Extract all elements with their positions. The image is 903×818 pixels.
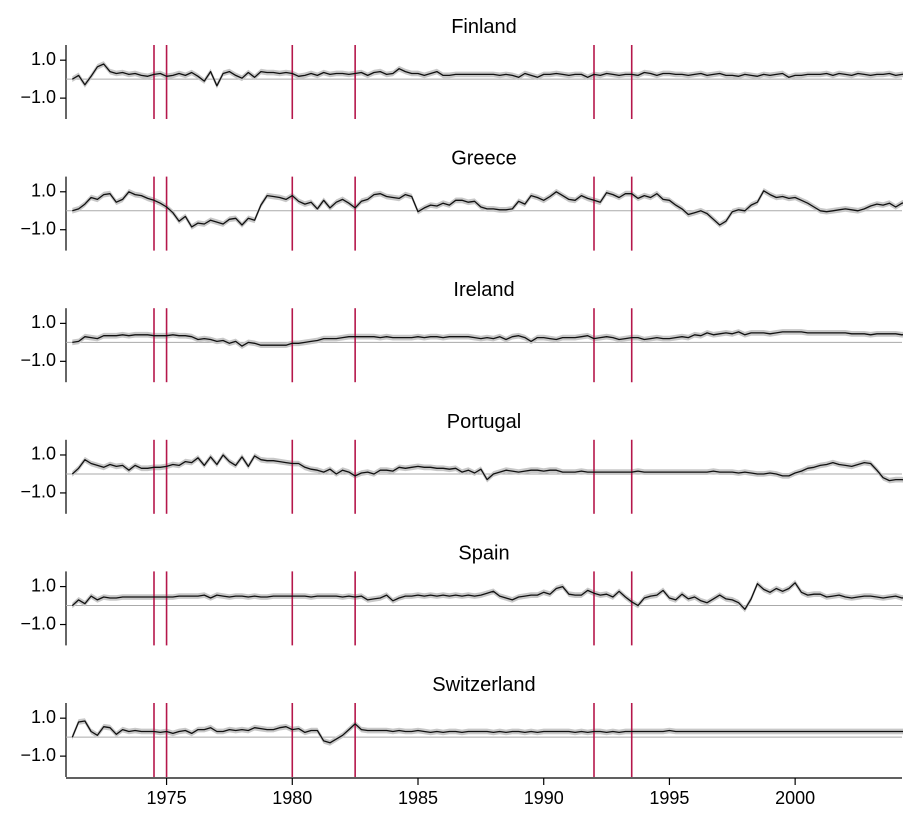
y-tick-label: −1.0: [20, 218, 56, 238]
x-tick-label: 1985: [398, 788, 438, 808]
y-tick-label: 1.0: [31, 181, 56, 201]
x-tick-label: 1990: [524, 788, 564, 808]
panel-switzerland: Switzerland 1.0 −1.0: [20, 674, 903, 777]
panel-title: Switzerland: [432, 674, 535, 696]
series-line: [71, 454, 903, 482]
panel-title: Greece: [451, 148, 517, 170]
y-tick-label: −1.0: [20, 745, 56, 765]
panel-finland: Finland 1.0 −1.0: [20, 16, 903, 119]
confidence-band: [72, 452, 903, 484]
series-line: [72, 331, 903, 347]
y-tick-label: −1.0: [20, 482, 56, 502]
y-tick-label: −1.0: [20, 350, 56, 370]
x-tick-label: 2000: [775, 788, 815, 808]
y-tick-label: 1.0: [31, 575, 56, 595]
panel-title: Finland: [451, 16, 517, 38]
x-tick-label: 1975: [147, 788, 187, 808]
panel-spain: Spain 1.0 −1.0: [20, 542, 903, 646]
panel-title: Spain: [458, 542, 509, 564]
panel-title: Ireland: [453, 279, 514, 301]
series-line: [71, 63, 903, 87]
series-line: [71, 582, 903, 610]
y-tick-label: 1.0: [31, 49, 56, 69]
x-tick-label: 1980: [272, 788, 312, 808]
x-axis-group: 1975 1980 1985 1990 1995 2000: [66, 777, 902, 808]
y-tick-label: 1.0: [31, 444, 56, 464]
confidence-band: [72, 329, 903, 349]
y-tick-label: −1.0: [20, 613, 56, 633]
series-line: [72, 190, 903, 228]
panel-portugal: Portugal 1.0 −1.0: [20, 411, 903, 514]
x-tick-label: 1995: [649, 788, 689, 808]
panel-title: Portugal: [447, 411, 522, 433]
y-tick-label: 1.0: [31, 312, 56, 332]
panel-ireland: Ireland 1.0 −1.0: [20, 279, 903, 383]
panel-greece: Greece 1.0 −1.0: [20, 148, 903, 251]
y-tick-label: 1.0: [31, 707, 56, 727]
series-line: [71, 720, 903, 744]
y-tick-label: −1.0: [20, 87, 56, 107]
